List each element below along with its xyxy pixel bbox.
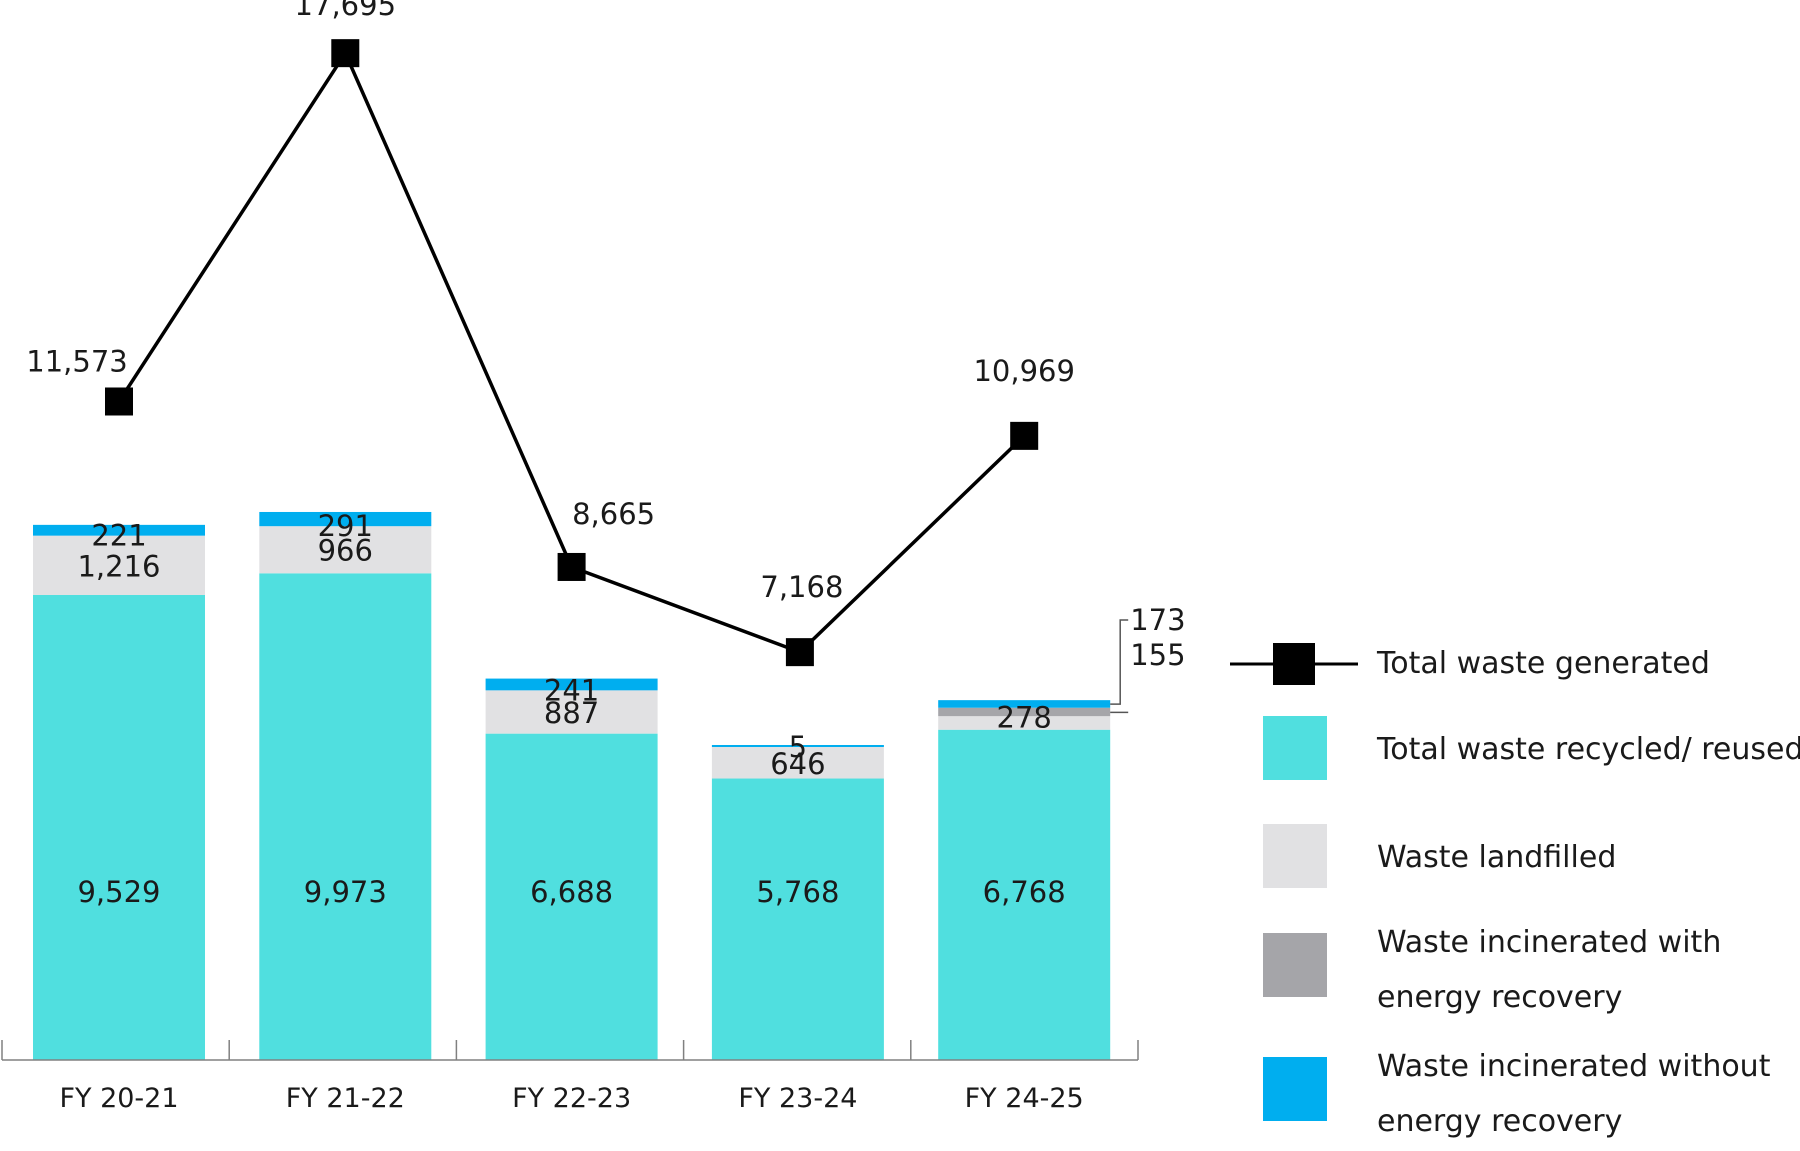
legend-square-marker xyxy=(1273,643,1315,685)
bar-total-waste-recycled-reused-2 xyxy=(485,733,658,1060)
x-tick-label-2: FY 22-23 xyxy=(512,1083,631,1114)
legend-swatch-recycled xyxy=(1263,716,1327,780)
x-tick-label-3: FY 23-24 xyxy=(738,1083,857,1114)
label-recycled-2: 6,688 xyxy=(530,875,613,909)
legend-label-incinerated-without-recovery-line2: energy recovery xyxy=(1377,1104,1623,1139)
bar-waste-landfilled-1 xyxy=(259,526,432,574)
x-axis: FY 20-21 FY 21-22 FY 22-23 FY 23-24 FY 24-25 xyxy=(1,1040,1139,1114)
legend-label-incinerated-without-recovery-line1: Waste incinerated without xyxy=(1377,1049,1771,1084)
bar-waste-incinerated-without-energy-recovery-4 xyxy=(938,700,1111,708)
label-incinerated-without-4: 155 xyxy=(1130,638,1185,672)
legend-swatch-incinerated-without-recovery xyxy=(1263,1057,1327,1121)
label-landfilled-4: 278 xyxy=(997,701,1052,735)
label-recycled-3: 5,768 xyxy=(756,875,839,909)
x-tick-label-1: FY 21-22 xyxy=(286,1083,405,1114)
bar-waste-landfilled-4 xyxy=(938,716,1111,730)
bar-waste-incinerated-without-energy-recovery-2 xyxy=(485,678,658,691)
legend-swatch-incinerated-with-recovery xyxy=(1263,933,1327,997)
label-recycled-1: 9,973 xyxy=(304,875,387,909)
bar-total-waste-recycled-reused-1 xyxy=(259,573,432,1060)
bar-waste-incinerated-without-energy-recovery-0 xyxy=(33,524,205,536)
total-label-3: 7,168 xyxy=(760,570,843,604)
legend-label-total-waste-generated: Total waste generated xyxy=(1377,646,1710,681)
total-label-4: 10,969 xyxy=(973,354,1074,388)
leader-incinerated-with-4 xyxy=(1110,619,1129,705)
total-marker-1 xyxy=(331,39,360,68)
x-tick-label-0: FY 20-21 xyxy=(59,1083,178,1114)
bar-total-waste-recycled-reused-3 xyxy=(711,778,884,1060)
bar-waste-landfilled-0 xyxy=(33,535,205,595)
legend-label-recycled: Total waste recycled/ reused xyxy=(1377,732,1800,767)
total-marker-2 xyxy=(557,552,586,581)
bar-total-waste-recycled-reused-0 xyxy=(33,594,205,1060)
total-label-1: 17,695 xyxy=(295,0,396,22)
legend-label-incinerated-with-recovery-line2: energy recovery xyxy=(1377,980,1623,1015)
total-label-0: 11,573 xyxy=(26,344,127,378)
total-label-2: 8,665 xyxy=(572,497,655,531)
legend-label-incinerated-with-recovery-line1: Waste incinerated with xyxy=(1377,925,1722,960)
bars-layer xyxy=(33,511,1111,1060)
legend-label-landfilled: Waste landfilled xyxy=(1377,840,1617,875)
label-recycled-0: 9,529 xyxy=(77,875,160,909)
bar-waste-incinerated-without-energy-recovery-3 xyxy=(711,744,884,747)
label-landfilled-1: 966 xyxy=(318,534,373,568)
bar-waste-incinerated-with-energy-recovery-4 xyxy=(938,707,1111,717)
legend-swatch-landfilled xyxy=(1263,824,1327,888)
label-incinerated-without-3: 5 xyxy=(789,730,807,764)
total-line-layer: 11,573 17,695 8,665 7,168 10,969 xyxy=(26,0,1075,667)
total-marker-4 xyxy=(1010,421,1039,450)
bar-waste-landfilled-2 xyxy=(485,690,658,734)
label-incinerated-without-2: 241 xyxy=(544,673,599,707)
bar-waste-incinerated-without-energy-recovery-1 xyxy=(259,511,432,527)
x-tick-label-4: FY 24-25 xyxy=(965,1083,1084,1114)
label-landfilled-3: 646 xyxy=(770,747,825,781)
label-landfilled-2: 887 xyxy=(544,696,599,730)
label-landfilled-0: 1,216 xyxy=(77,549,160,583)
label-incinerated-without-0: 221 xyxy=(91,519,146,553)
total-marker-0 xyxy=(105,387,133,416)
label-incinerated-without-1: 291 xyxy=(318,509,373,543)
bar-total-waste-recycled-reused-4 xyxy=(938,729,1111,1060)
bar-waste-landfilled-3 xyxy=(711,746,884,779)
legend-line-marker-icon xyxy=(1230,643,1358,685)
total-marker-3 xyxy=(785,638,814,667)
label-recycled-4: 6,768 xyxy=(983,875,1066,909)
label-incinerated-with-4: 173 xyxy=(1130,603,1185,637)
